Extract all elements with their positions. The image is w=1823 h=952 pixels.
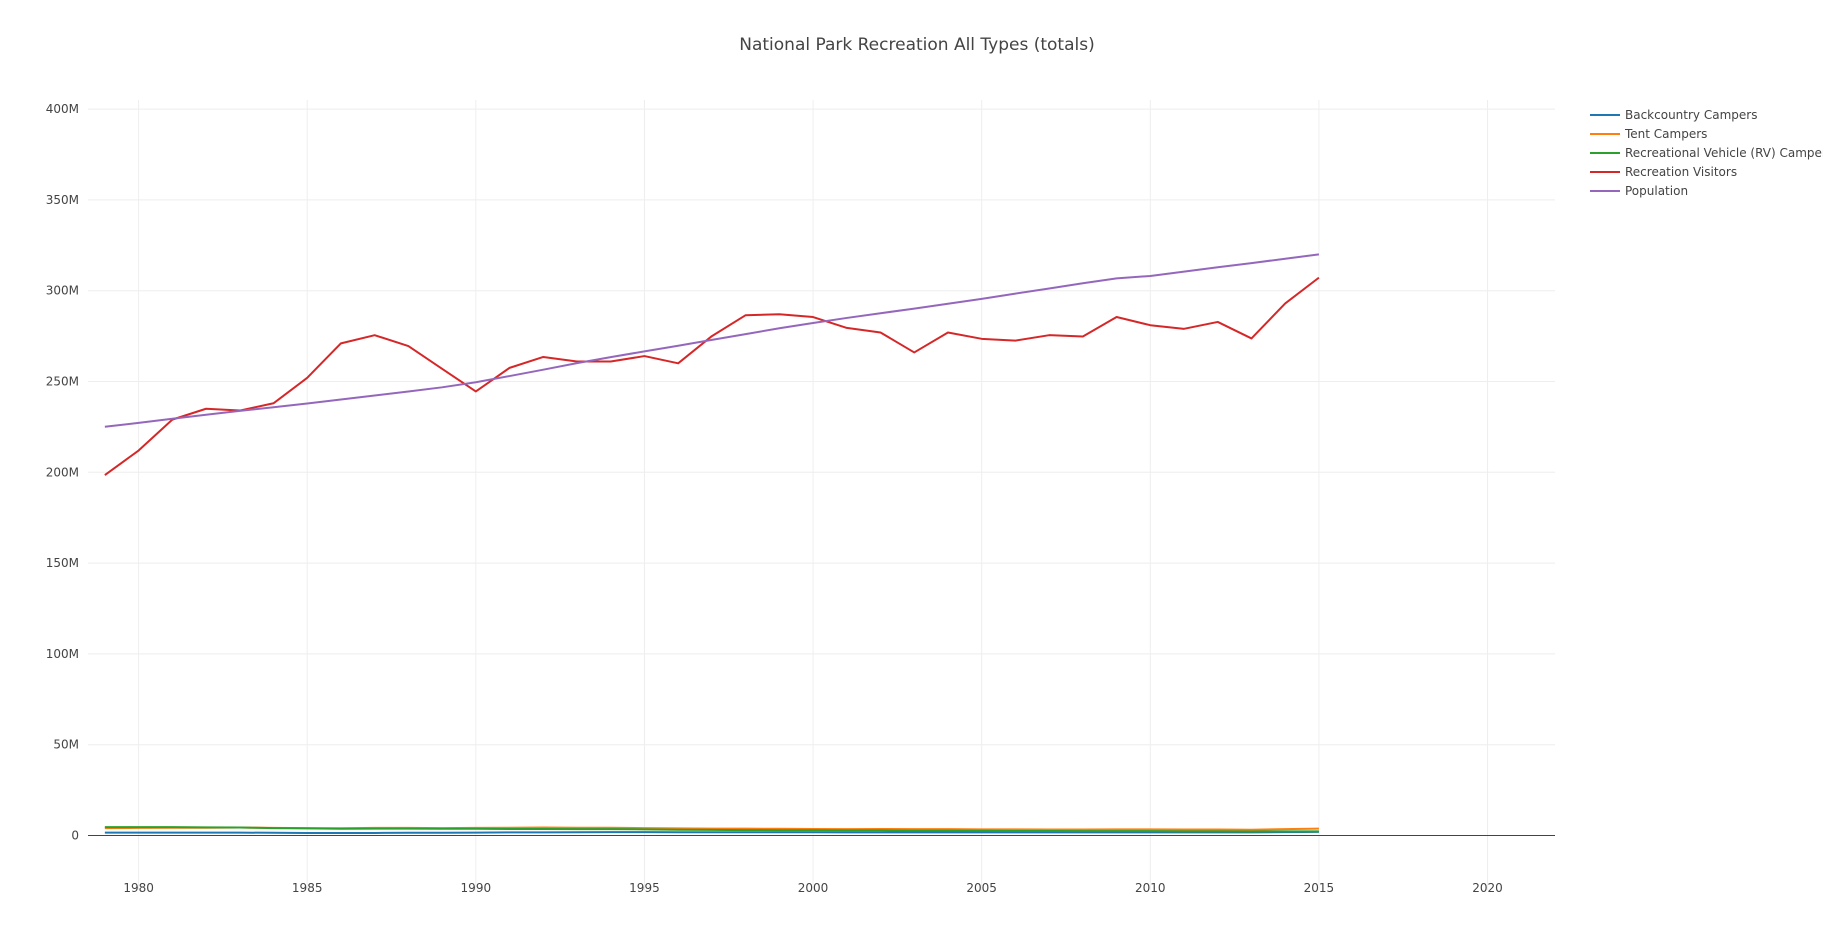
chart-title: National Park Recreation All Types (tota… [739,35,1094,55]
series-line-population [104,253,1320,428]
x-tick-label: 2005 [966,881,997,895]
grid-lines [88,100,1555,890]
x-tick-label: 1980 [123,881,154,895]
legend-label: Backcountry Campers [1625,108,1757,122]
legend-label: Population [1625,184,1688,198]
legend-item-population[interactable]: Population [1590,184,1688,198]
y-tick-label: 250M [46,374,79,388]
x-tick-label: 2015 [1304,881,1335,895]
y-tick-label: 100M [46,647,79,661]
series-line-recreation-visitors [104,276,1320,476]
x-tick-label: 2020 [1472,881,1503,895]
legend-label: Tent Campers [1624,127,1707,141]
y-tick-label: 400M [46,102,79,116]
y-tick-label: 350M [46,193,79,207]
y-tick-label: 50M [53,738,79,752]
y-tick-label: 300M [46,284,79,298]
x-tick-label: 1990 [461,881,492,895]
y-tick-label: 200M [46,465,79,479]
y-tick-label: 0 [71,829,79,843]
series-line-recreational-vehicle-rv-campers [104,826,1319,833]
legend-item-tent-campers[interactable]: Tent Campers [1590,127,1707,141]
legend-item-recreational-vehicle-rv-campers[interactable]: Recreational Vehicle (RV) Campers [1590,146,1823,160]
x-tick-label: 2010 [1135,881,1166,895]
series-line-backcountry-campers [104,830,1319,834]
x-tick-label: 1995 [629,881,660,895]
axis-ticks: 1980 1985 1990 1995 2000 2005 2010 2015 2020 0 50M… [46,102,1503,895]
series-lines [104,253,1320,834]
legend-item-recreation-visitors[interactable]: Recreation Visitors [1590,165,1737,179]
legend-label: Recreation Visitors [1625,165,1737,179]
legend-label: Recreational Vehicle (RV) Campers [1625,146,1823,160]
legend[interactable]: Backcountry Campers Tent Campers Recreatio… [1590,108,1823,198]
x-tick-label: 1985 [292,881,323,895]
legend-item-backcountry-campers[interactable]: Backcountry Campers [1590,108,1757,122]
x-tick-label: 2000 [798,881,829,895]
y-tick-label: 150M [46,556,79,570]
